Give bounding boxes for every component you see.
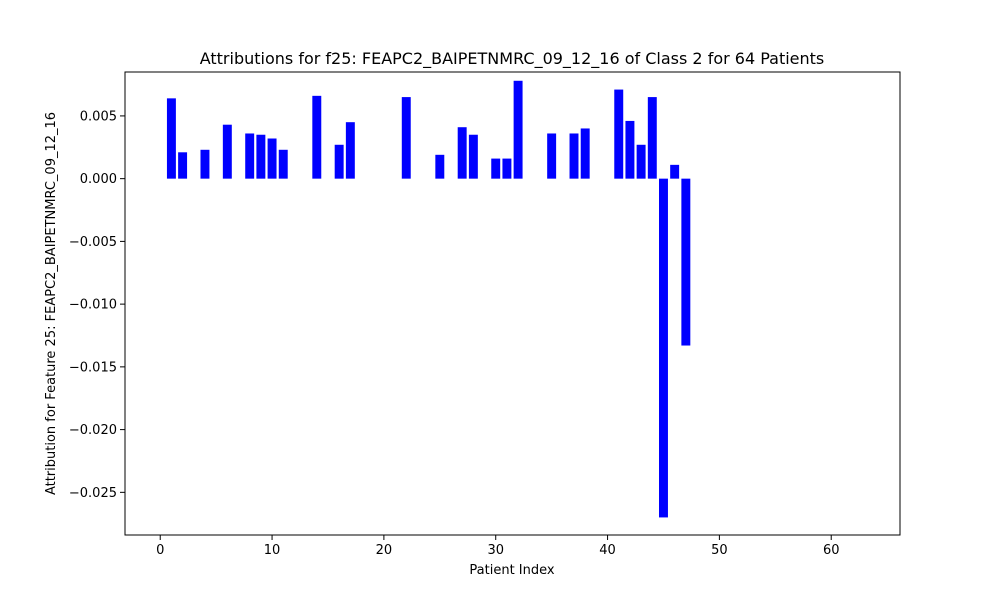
bar-patient-45 [659,178,668,518]
bar-patient-35 [547,133,557,179]
bar-patient-32 [513,80,523,179]
y-tick-label: −0.005 [69,235,117,250]
bar-patient-10 [267,138,277,179]
bar-patient-31 [502,158,512,179]
bar-patient-17 [345,122,355,179]
bar-patient-2 [178,152,188,179]
bar-patient-30 [491,158,501,179]
y-axis: −0.025 −0.020 −0.015 −0.010 −0.005 0.000 0.005 [69,109,125,501]
x-axis-title: Patient Index [469,563,554,578]
x-axis: 0 10 20 30 40 50 60 [156,535,839,558]
bar-patient-16 [334,144,344,179]
y-tick-label: −0.015 [69,360,117,375]
bar-patient-46 [670,164,680,179]
bar-patient-4 [200,149,210,179]
bar-patient-27 [457,127,467,179]
x-tick-label: 50 [711,543,728,558]
x-tick-label: 10 [264,543,281,558]
bar-patient-43 [636,144,646,179]
bars [166,80,691,518]
bar-patient-42 [625,120,635,179]
y-tick-label: −0.020 [69,423,117,438]
y-tick-label: −0.010 [69,298,117,313]
bar-patient-37 [569,133,579,179]
plot-frame [124,71,901,536]
x-tick-label: 40 [599,543,616,558]
y-tick-label: 0.000 [80,172,117,187]
bar-patient-11 [278,149,288,179]
bar-patient-47 [681,178,691,346]
x-tick-label: 0 [156,543,164,558]
bar-patient-38 [580,128,590,179]
bar-patient-25 [435,154,445,179]
bar-patient-41 [614,89,624,179]
bar-patient-6 [222,124,232,179]
y-tick-label: −0.025 [69,486,117,501]
bar-patient-44 [647,97,657,179]
chart-title: Attributions for f25: FEAPC2_BAIPETNMRC_… [200,49,825,69]
x-tick-label: 60 [823,543,840,558]
x-tick-label: 30 [487,543,504,558]
bar-patient-22 [401,97,411,179]
bar-patient-14 [312,95,322,179]
bar-patient-1 [166,98,176,179]
y-axis-title: Attribution for Feature 25: FEAPC2_BAIPE… [44,112,59,495]
bar-patient-28 [468,134,478,179]
y-tick-label: 0.005 [80,109,117,124]
x-tick-label: 20 [376,543,393,558]
bar-patient-8 [245,133,255,179]
bar-patient-9 [256,134,266,179]
